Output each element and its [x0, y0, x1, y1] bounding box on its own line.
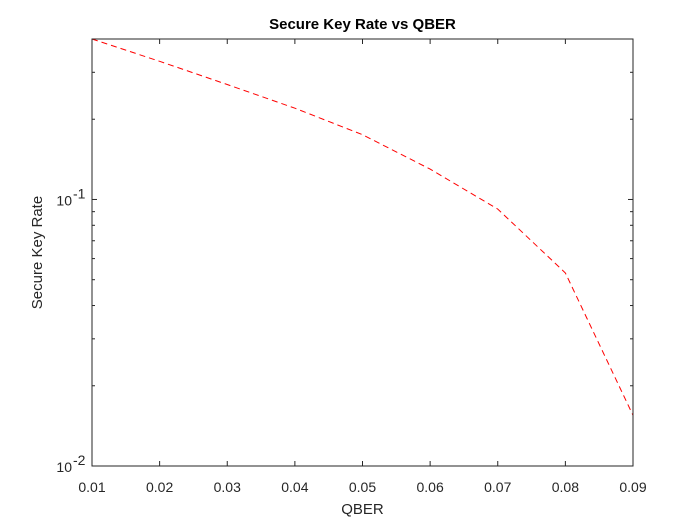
y-tick-labels: 10-210-1 — [56, 185, 85, 475]
x-tick-label: 0.07 — [484, 479, 511, 495]
x-tick-label: 0.04 — [281, 479, 308, 495]
x-tick-label: 0.09 — [619, 479, 646, 495]
x-tick-label: 0.02 — [146, 479, 173, 495]
y-tick-label: 10 — [56, 459, 72, 475]
x-tick-labels: 0.01 0.02 0.03 0.04 0.05 0.06 0.07 0.08 0.09 — [78, 479, 646, 495]
y-tick-exponent: -2 — [73, 452, 86, 468]
series-line — [91, 38, 634, 416]
y-tick-exponent: -1 — [73, 185, 86, 201]
y-axis-label: Secure Key Rate — [29, 196, 46, 309]
x-tick-label: 0.01 — [78, 479, 105, 495]
plot-box — [91, 38, 634, 467]
x-tick-label: 0.06 — [417, 479, 444, 495]
x-axis-label: QBER — [341, 501, 384, 518]
plot-area — [92, 39, 633, 466]
x-tick-label: 0.05 — [349, 479, 376, 495]
x-tick-label: 0.03 — [214, 479, 241, 495]
series-layer — [91, 38, 634, 416]
x-tick-label: 0.08 — [552, 479, 579, 495]
chart-title: Secure Key Rate vs QBER — [269, 16, 456, 33]
y-tick-label: 10 — [56, 192, 72, 208]
